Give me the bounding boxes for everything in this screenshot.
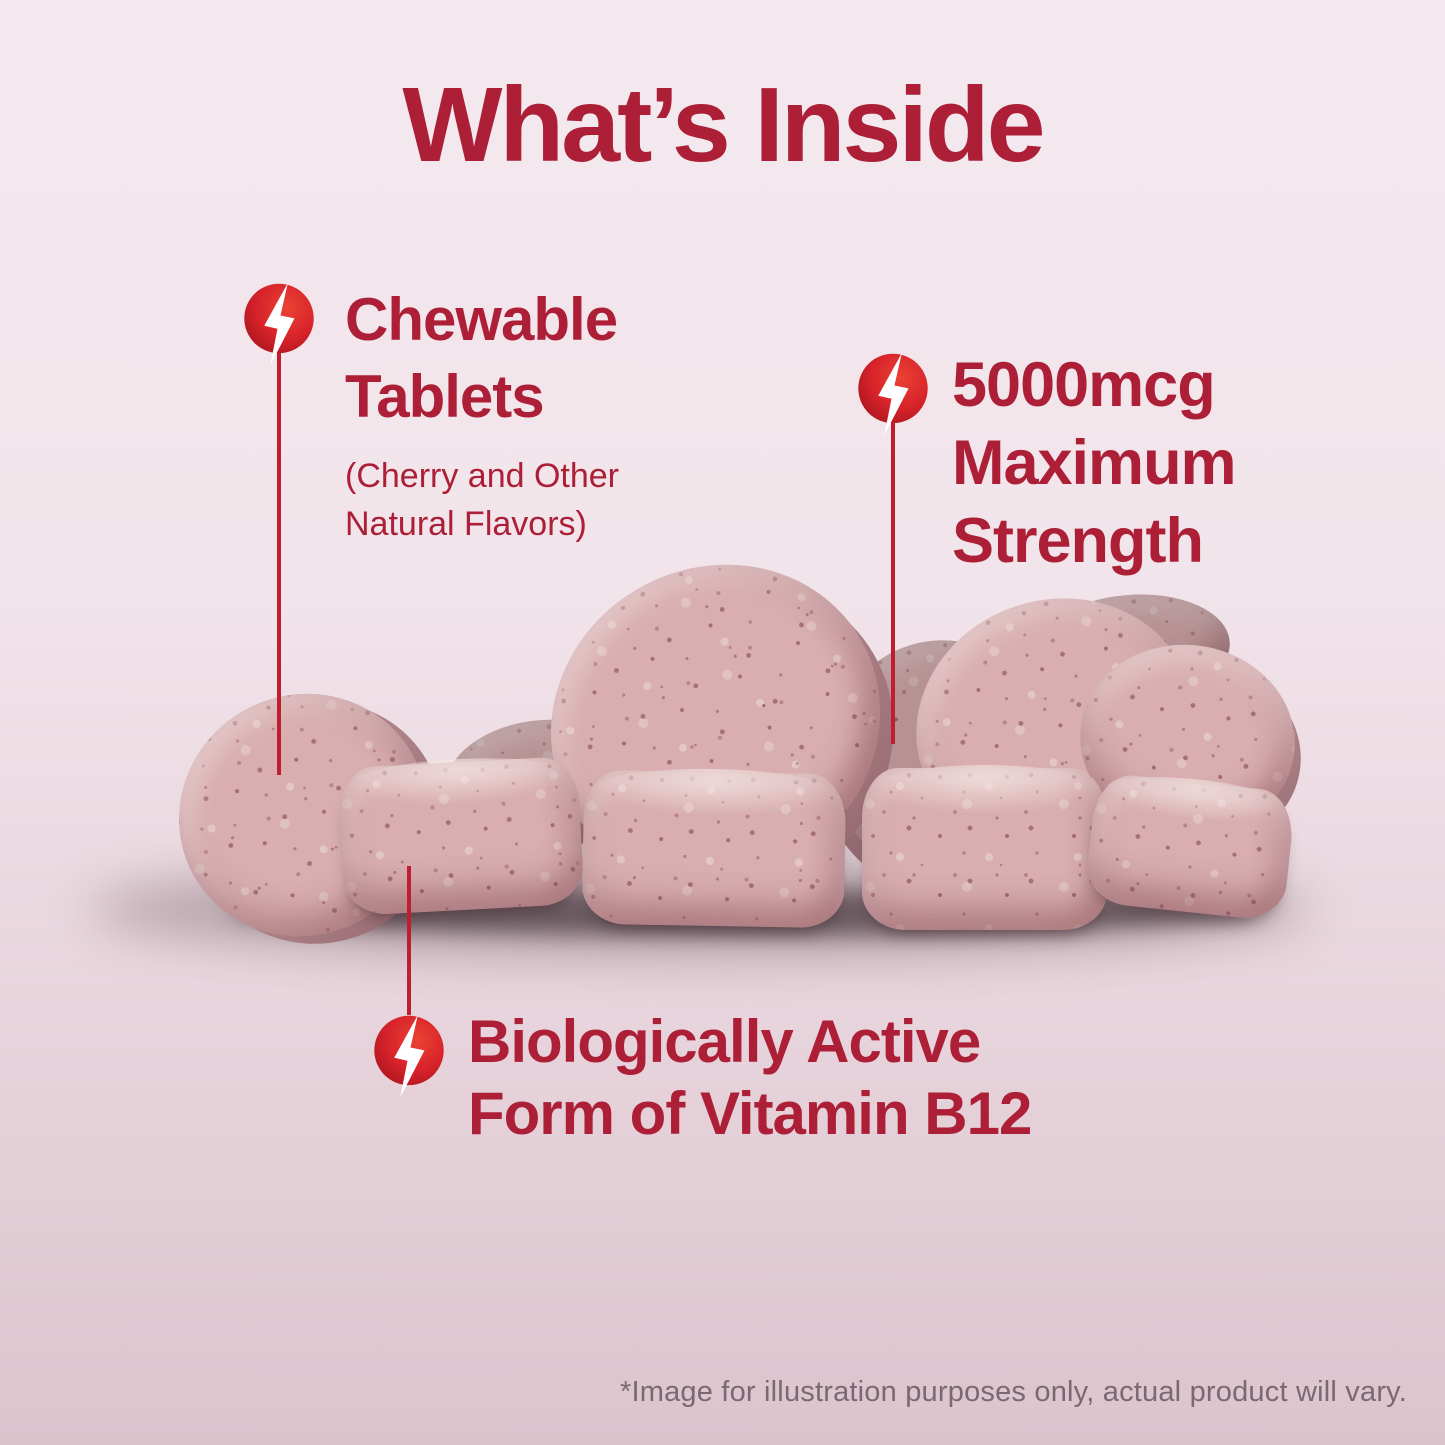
callout-title-line: Maximum bbox=[952, 428, 1237, 499]
callout-subtitle-line: Natural Flavors) bbox=[345, 504, 587, 543]
callout-subtitle-line: (Cherry and Other bbox=[345, 456, 619, 495]
lightning-bolt-icon bbox=[244, 282, 314, 366]
disclaimer-text: *Image for illustration purposes only, a… bbox=[619, 1376, 1407, 1408]
callout-title: Biologically Active Form of Vitamin B12 bbox=[468, 1006, 1032, 1150]
callout-maximum-strength: 5000mcg Maximum Strength bbox=[952, 346, 1237, 580]
callout-title-line: Form of Vitamin B12 bbox=[468, 1080, 1032, 1147]
callout-title-line: 5000mcg bbox=[952, 350, 1216, 420]
callout-title-line: Chewable bbox=[345, 286, 618, 353]
tablet bbox=[862, 764, 1107, 930]
callout-subtitle: (Cherry and Other Natural Flavors) bbox=[345, 452, 619, 549]
leader-line-chewable bbox=[277, 353, 281, 775]
tablet bbox=[1083, 771, 1297, 923]
callout-title-line: Strength bbox=[952, 506, 1204, 577]
callout-title-line: Tablets bbox=[345, 362, 545, 430]
page-title: What’s Inside bbox=[402, 66, 1045, 184]
tablet bbox=[337, 755, 585, 917]
leader-line-strength bbox=[891, 423, 895, 744]
callout-chewable-tablets: Chewable Tablets (Cherry and Other Natur… bbox=[345, 282, 619, 548]
lightning-bolt-icon bbox=[858, 352, 928, 436]
callout-title: Chewable Tablets bbox=[345, 282, 619, 436]
tablet bbox=[581, 769, 847, 929]
lightning-bolt-icon bbox=[374, 1014, 444, 1098]
leader-line-b12 bbox=[407, 866, 411, 1015]
callout-active-b12: Biologically Active Form of Vitamin B12 bbox=[468, 1006, 1032, 1150]
callout-title: 5000mcg Maximum Strength bbox=[952, 346, 1237, 580]
callout-title-line: Biologically Active bbox=[468, 1008, 981, 1075]
